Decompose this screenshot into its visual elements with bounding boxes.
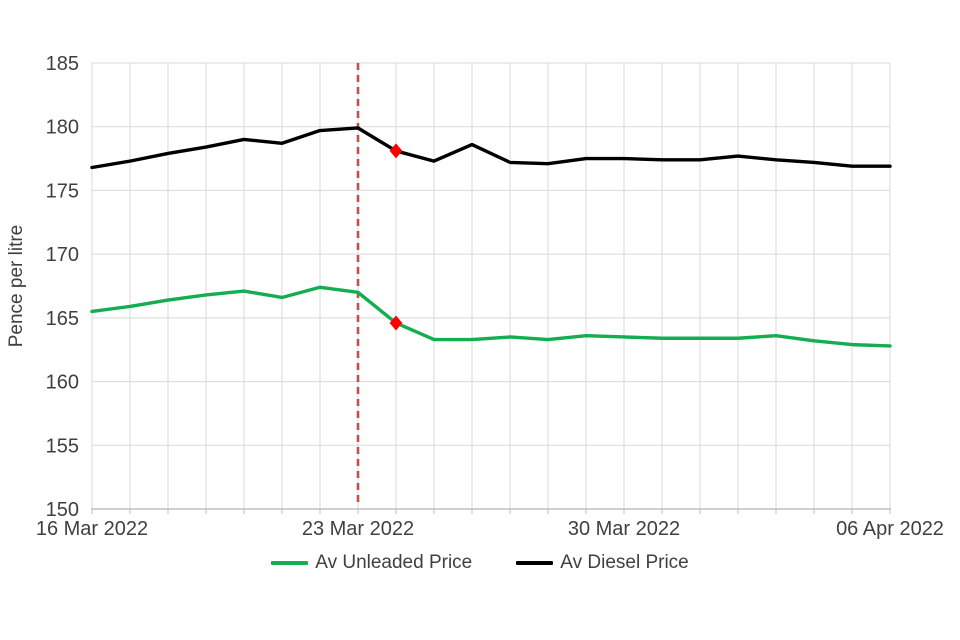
y-tick-label: 160: [46, 372, 79, 394]
x-tick-labels: 16 Mar 2022 23 Mar 2022 30 Mar 2022 06 Apr …: [36, 518, 944, 540]
y-tick-label: 180: [46, 117, 79, 139]
y-tick-label: 175: [46, 180, 79, 202]
x-tick-label: 06 Apr 2022: [836, 518, 944, 540]
marker-diamond-diesel: [389, 143, 403, 159]
x-axis-ticks: [91, 509, 891, 514]
legend-item-unleaded: Av Unleaded Price: [271, 552, 472, 574]
diesel-line-swatch: [516, 561, 554, 565]
legend-label-unleaded: Av Unleaded Price: [315, 552, 473, 573]
y-tick-label: 185: [46, 53, 79, 75]
y-tick-label: 170: [46, 244, 79, 266]
x-tick-label: 30 Mar 2022: [568, 518, 680, 540]
marker-diamond-unleaded: [389, 315, 403, 331]
y-tick-labels: 150 155 160 165 170 175 180 185: [46, 53, 79, 521]
legend-label-diesel: Av Diesel Price: [560, 552, 689, 573]
legend: Av Unleaded Price Av Diesel Price: [0, 552, 960, 574]
unleaded-line-swatch: [271, 561, 309, 565]
unleaded-line: [90, 285, 892, 348]
x-gridlines: [91, 63, 891, 509]
y-tick-label: 155: [46, 435, 79, 457]
x-tick-label: 16 Mar 2022: [36, 518, 148, 540]
x-tick-label: 23 Mar 2022: [302, 518, 414, 540]
y-tick-label: 165: [46, 308, 79, 330]
legend-item-diesel: Av Diesel Price: [516, 552, 689, 574]
y-axis-title: Pence per litre: [6, 224, 27, 348]
y-gridlines: [92, 62, 890, 510]
y-tick-label: 150: [46, 499, 79, 521]
diesel-line: [90, 126, 892, 170]
